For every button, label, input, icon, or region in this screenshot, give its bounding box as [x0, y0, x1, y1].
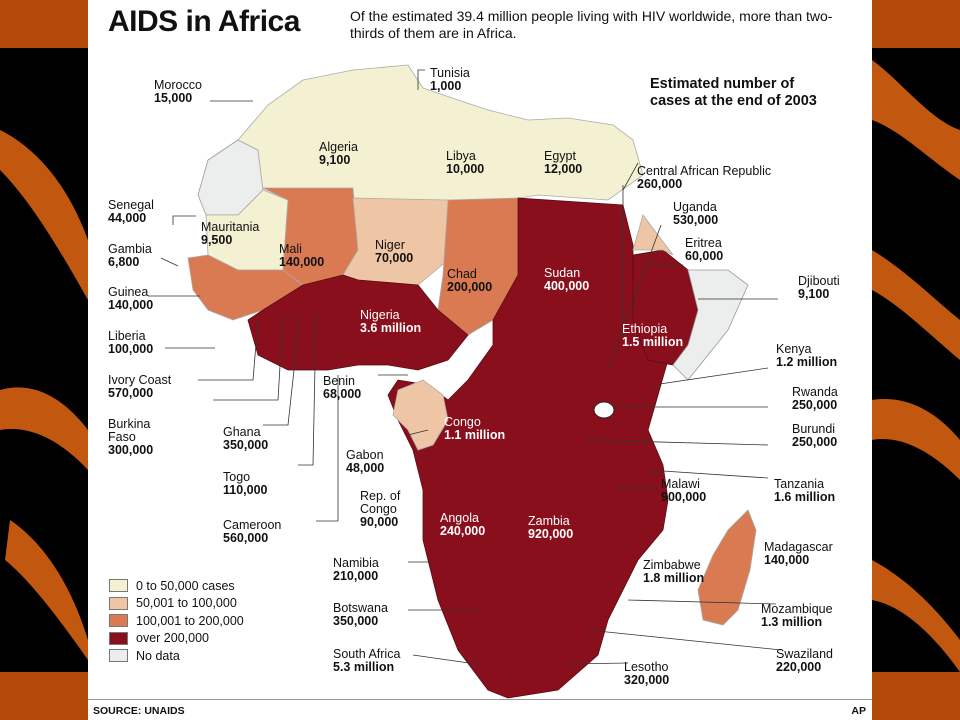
estimate-heading-line2: cases at the end of 2003: [650, 93, 817, 109]
label-sudan: Sudan 400,000: [544, 266, 590, 293]
estimate-heading-line1: Estimated number of: [650, 76, 795, 92]
label-burkina-faso: Burkina Faso 300,000: [108, 417, 154, 457]
label-angola: Angola 240,000: [440, 511, 486, 538]
label-togo: Togo 110,000: [223, 470, 268, 497]
legend-item: over 200,000: [109, 630, 244, 648]
label-nigeria: Nigeria 3.6 million: [360, 308, 422, 335]
label-mozambique: Mozambique 1.3 million: [761, 602, 833, 629]
label-ethiopia: Ethiopia 1.5 million: [622, 322, 684, 349]
label-madagascar: Madagascar 140,000: [764, 540, 833, 567]
label-namibia: Namibia 210,000: [333, 556, 379, 583]
label-central-african-republic: Central African Republic 260,000: [637, 164, 772, 191]
label-mali: Mali 140,000: [279, 242, 325, 269]
label-zambia: Zambia 920,000: [528, 514, 574, 541]
label-cameroon: Cameroon 560,000: [223, 518, 282, 545]
legend-swatch: [109, 596, 128, 610]
label-gabon: Gabon 48,000: [346, 448, 385, 475]
label-gambia: Gambia 6,800: [108, 242, 152, 269]
lake-victoria: [593, 401, 615, 419]
legend-label: 0 to 50,000 cases: [136, 578, 235, 593]
label-kenya: Kenya 1.2 million: [776, 342, 838, 369]
label-egypt: Egypt 12,000: [544, 149, 583, 176]
legend-label: No data: [136, 648, 180, 663]
legend-swatch: [109, 614, 128, 628]
legend-item: 50,001 to 100,000: [109, 595, 244, 613]
label-south-africa: South Africa 5.3 million: [333, 647, 401, 674]
legend-swatch: [109, 649, 128, 663]
africa-map: [148, 64, 782, 699]
label-swaziland: Swaziland 220,000: [776, 647, 833, 674]
legend-item: 100,001 to 200,000: [109, 612, 244, 630]
label-zimbabwe: Zimbabwe 1.8 million: [643, 558, 705, 585]
label-burundi: Burundi 250,000: [792, 422, 838, 449]
source-credit: SOURCE: UNAIDS: [93, 705, 185, 717]
label-malawi: Malawi 900,000: [661, 477, 707, 504]
label-tanzania: Tanzania 1.6 million: [774, 477, 836, 504]
footer: SOURCE: UNAIDS AP: [88, 699, 872, 720]
label-congo: Congo 1.1 million: [444, 415, 506, 442]
region-gabon-congo: [392, 379, 449, 451]
label-senegal: Senegal 44,000: [108, 198, 154, 225]
label-uganda: Uganda 530,000: [673, 200, 719, 227]
region-eritrea: [632, 214, 674, 256]
label-liberia: Liberia 100,000: [108, 329, 154, 356]
legend-label: 100,001 to 200,000: [136, 613, 244, 628]
label-eritrea: Eritrea 60,000: [685, 236, 724, 263]
legend: 0 to 50,000 cases 50,001 to 100,000 100,…: [109, 577, 244, 665]
legend-label: 50,001 to 100,000: [136, 596, 237, 611]
label-djibouti: Djibouti 9,100: [798, 274, 840, 301]
ap-credit: AP: [851, 705, 866, 717]
label-guinea: Guinea 140,000: [108, 285, 154, 312]
label-mauritania: Mauritania 9,500: [201, 220, 260, 247]
label-libya: Libya 10,000: [446, 149, 485, 176]
label-niger: Niger 70,000: [375, 238, 414, 265]
leader-lines: [148, 69, 782, 666]
label-ivory-coast: Ivory Coast 570,000: [108, 373, 172, 400]
legend-label: over 200,000: [136, 631, 209, 646]
label-ghana: Ghana 350,000: [223, 425, 269, 452]
label-algeria: Algeria 9,100: [319, 140, 358, 167]
legend-swatch: [109, 579, 128, 593]
map-subtitle: Of the estimated 39.4 million people liv…: [350, 8, 833, 41]
infographic-poster: AIDS in Africa Of the estimated 39.4 mil…: [88, 0, 872, 720]
label-botswana: Botswana 350,000: [333, 601, 388, 628]
label-rwanda: Rwanda 250,000: [792, 385, 838, 412]
label-chad: Chad 200,000: [447, 267, 493, 294]
legend-item: No data: [109, 647, 244, 665]
label-tunisia: Tunisia 1,000: [430, 66, 470, 93]
legend-item: 0 to 50,000 cases: [109, 577, 244, 595]
region-madagascar: [697, 509, 757, 626]
map-title: AIDS in Africa: [108, 5, 300, 38]
label-rep-of-congo: Rep. of Congo 90,000: [360, 489, 401, 529]
label-morocco: Morocco 15,000: [154, 78, 202, 105]
leaf-decoration: [0, 60, 960, 672]
region-west-africa-red: [247, 274, 469, 371]
legend-swatch: [109, 631, 128, 645]
label-lesotho: Lesotho 320,000: [624, 660, 670, 687]
estimate-heading: Estimated number of cases at the end of …: [650, 76, 817, 110]
label-benin: Benin 68,000: [323, 374, 362, 401]
